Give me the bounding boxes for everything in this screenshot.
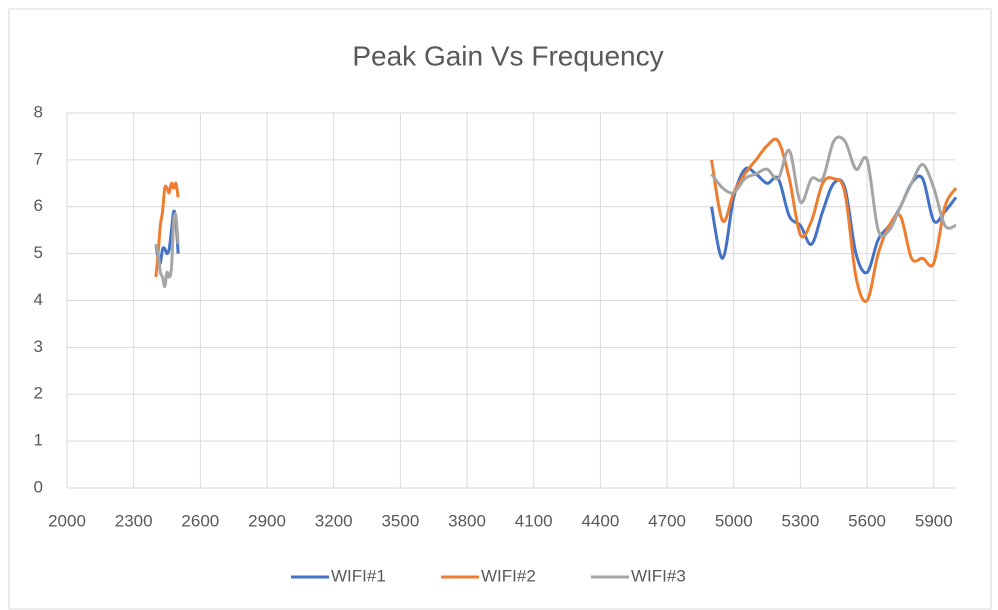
x-tick-label: 2900	[248, 511, 286, 530]
x-tick-label: 5900	[915, 511, 953, 530]
x-tick-label: 5000	[715, 511, 753, 530]
y-tick-label: 1	[34, 431, 43, 450]
y-tick-label: 6	[34, 196, 43, 215]
x-tick-label: 4100	[515, 511, 553, 530]
y-tick-label: 7	[34, 149, 43, 168]
x-tick-label: 3800	[448, 511, 486, 530]
chart-frame	[8, 8, 992, 610]
x-tick-label: 5300	[782, 511, 820, 530]
x-tick-label: 2600	[181, 511, 219, 530]
legend-label: WIFI#1	[331, 566, 386, 585]
chart-title: Peak Gain Vs Frequency	[352, 40, 663, 71]
y-tick-label: 5	[34, 243, 43, 262]
x-tick-label: 2300	[115, 511, 153, 530]
series-line	[154, 212, 180, 288]
y-tick-label: 4	[34, 290, 43, 309]
y-tick-label: 8	[34, 102, 43, 121]
legend-label: WIFI#3	[631, 566, 686, 585]
y-tick-label: 2	[34, 384, 43, 403]
x-tick-label: 3200	[315, 511, 353, 530]
legend-label: WIFI#2	[481, 566, 536, 585]
series-line	[154, 181, 180, 278]
y-tick-label: 3	[34, 337, 43, 356]
x-tick-label: 5600	[848, 511, 886, 530]
x-tick-label: 4700	[648, 511, 686, 530]
x-tick-label: 3500	[381, 511, 419, 530]
series-line	[710, 137, 958, 303]
x-tick-label: 4400	[581, 511, 619, 530]
y-tick-label: 0	[34, 477, 43, 496]
x-tick-label: 2000	[48, 511, 86, 530]
series-line	[710, 135, 957, 238]
